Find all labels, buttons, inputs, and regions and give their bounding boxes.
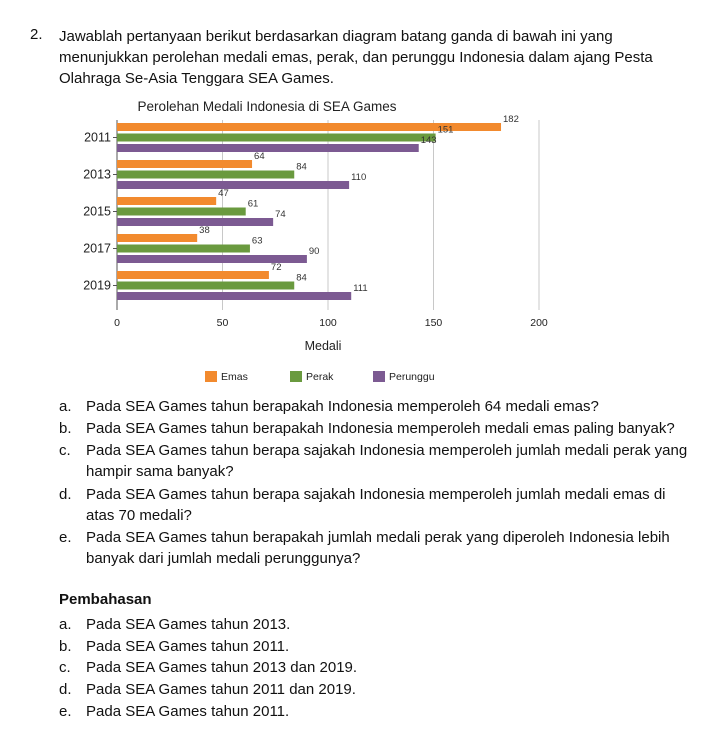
answer-text: Pada SEA Games tahun 2013 dan 2019.: [86, 659, 358, 676]
bar-emas-2017: [117, 234, 198, 242]
bar-perunggu-2015: [117, 218, 274, 226]
x-tick-label: 150: [425, 317, 443, 329]
answer-label: c.: [59, 659, 71, 676]
question-number: 2.: [30, 26, 43, 43]
bar-emas-2013: [117, 160, 253, 168]
answer-label: b.: [59, 638, 72, 655]
legend-swatch-perak: [290, 371, 302, 382]
data-label: 74: [275, 209, 286, 220]
question-item-text: Pada SEA Games tahun berapakah Indonesia…: [86, 420, 675, 437]
question-item-text: Pada SEA Games tahun berapa sajakah Indo…: [86, 442, 688, 480]
data-label: 182: [503, 114, 519, 125]
x-tick-label: 100: [319, 317, 337, 329]
question-label: e.: [59, 529, 72, 546]
data-label: 72: [271, 262, 282, 273]
bar-perunggu-2017: [117, 255, 307, 263]
y-tick-label: 2015: [83, 205, 111, 219]
x-tick-label: 0: [114, 317, 120, 329]
bar-emas-2015: [117, 197, 217, 205]
question-item-text: Pada SEA Games tahun berapa sajakah Indo…: [86, 486, 666, 524]
bar-perak-2015: [117, 207, 246, 216]
x-tick-label: 50: [217, 317, 229, 329]
answer-text: Pada SEA Games tahun 2011.: [86, 638, 290, 655]
data-label: 84: [296, 162, 307, 173]
question-item-text: Pada SEA Games tahun berapakah jumlah me…: [86, 529, 670, 567]
y-tick-label: 2013: [83, 168, 111, 182]
answer-label: d.: [59, 681, 72, 698]
x-tick-label: 200: [530, 317, 548, 329]
data-label: 63: [252, 236, 263, 247]
bar-perak-2013: [117, 170, 295, 179]
answer-text: Pada SEA Games tahun 2013.: [86, 616, 291, 633]
bar-perak-2011: [117, 133, 436, 142]
bar-emas-2019: [117, 271, 269, 279]
legend-swatch-emas: [205, 371, 217, 382]
bar-perunggu-2019: [117, 292, 352, 300]
data-label: 84: [296, 273, 307, 284]
answer-label: e.: [59, 703, 72, 720]
y-tick-label: 2017: [83, 242, 111, 256]
question-item-text: Pada SEA Games tahun berapakah Indonesia…: [86, 398, 599, 415]
bar-perunggu-2011: [117, 144, 419, 152]
data-label: 61: [248, 199, 259, 210]
legend-label: Perunggu: [389, 371, 435, 383]
legend-label: Perak: [306, 371, 334, 383]
data-label: 143: [421, 135, 437, 146]
y-tick-label: 2011: [84, 131, 111, 145]
question-text: Jawablah pertanyaan berikut berdasarkan …: [59, 28, 653, 87]
bar-perak-2017: [117, 244, 250, 253]
medal-bar-chart: Perolehan Medali Indonesia di SEA Games 1…: [83, 99, 548, 383]
legend-label: Emas: [221, 371, 248, 383]
data-label: 90: [309, 246, 320, 257]
data-label: 64: [254, 151, 265, 162]
bar-perunggu-2013: [117, 181, 350, 189]
question-label: a.: [59, 398, 72, 415]
data-label: 111: [353, 283, 367, 294]
question-label: b.: [59, 420, 72, 437]
y-tick-label: 2019: [83, 279, 111, 293]
answer-text: Pada SEA Games tahun 2011.: [86, 703, 290, 720]
x-axis-label: Medali: [305, 339, 342, 353]
legend-swatch-perunggu: [373, 371, 385, 382]
bar-emas-2011: [117, 123, 502, 131]
data-label: 47: [218, 188, 229, 199]
pembahasan-title: Pembahasan: [59, 591, 152, 608]
chart-title: Perolehan Medali Indonesia di SEA Games: [138, 99, 397, 114]
answer-text: Pada SEA Games tahun 2011 dan 2019.: [86, 681, 356, 698]
bar-perak-2019: [117, 281, 295, 290]
data-label: 151: [438, 125, 454, 136]
data-label: 38: [199, 225, 210, 236]
question-label: d.: [59, 486, 72, 503]
data-label: 110: [351, 172, 366, 183]
answer-label: a.: [59, 616, 72, 633]
question-label: c.: [59, 442, 71, 459]
